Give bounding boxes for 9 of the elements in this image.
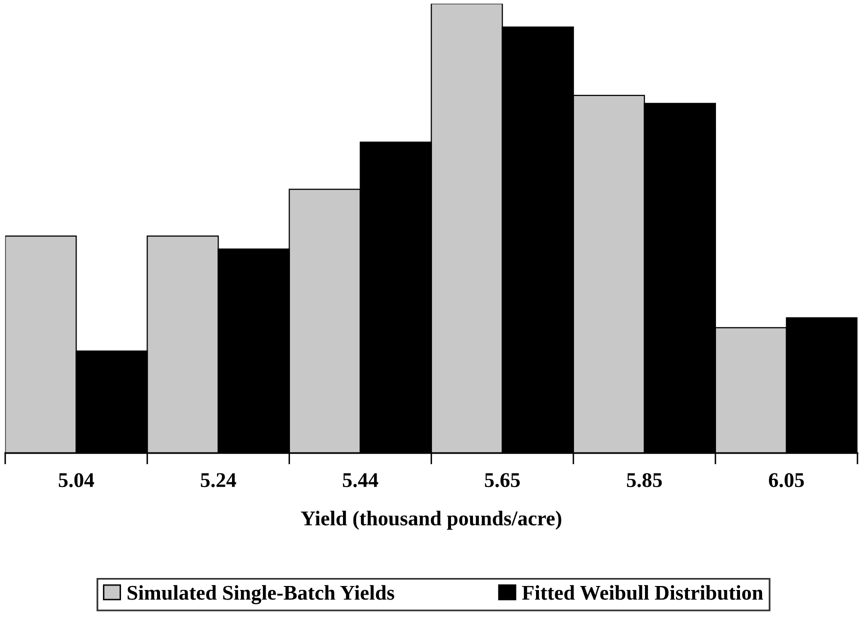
x-tick-label: 5.44 [342, 473, 378, 488]
x-tick-label: 5.04 [58, 473, 94, 488]
x-tick-label: 5.24 [200, 473, 236, 488]
x-tick-label: 5.85 [627, 473, 662, 488]
legend-label: Simulated Single-Batch Yields [128, 585, 394, 604]
x-tick-label: 5.65 [484, 473, 520, 488]
x-axis-title: Yield (thousand pounds/acre) [300, 510, 562, 530]
x-tick-label: 6.05 [768, 473, 804, 488]
legend-label: Fitted Weibull Distribution [522, 585, 764, 600]
